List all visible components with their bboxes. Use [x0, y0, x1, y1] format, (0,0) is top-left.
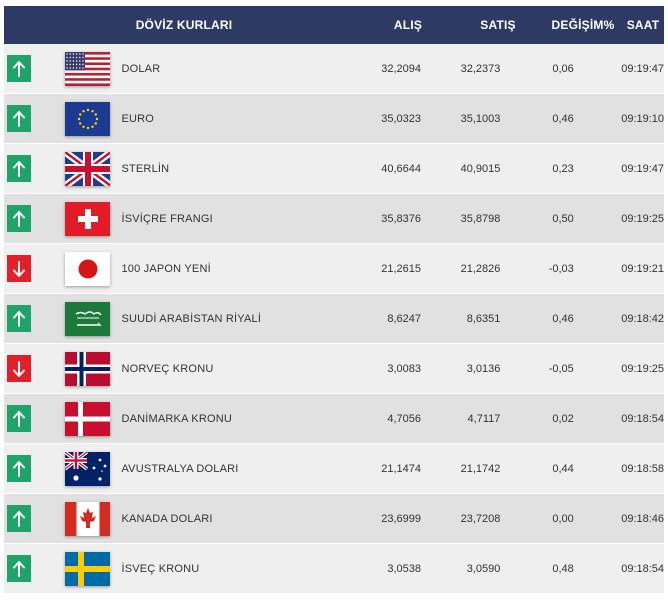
uk-flag-icon	[64, 151, 111, 186]
update-time: 09:18:54	[621, 562, 665, 575]
table-row[interactable]: 100 JAPON YENİ 21,2615 21,2826 -0,03 09:19:2…	[4, 244, 664, 294]
sell-rate: 35,8798	[460, 212, 501, 225]
buy-rate: 32,2094	[381, 62, 421, 75]
arrow-up-icon	[7, 305, 31, 332]
currency-name: SUUDİ ARABİSTAN RİYALİ	[121, 312, 262, 325]
buy-rate: 23,6999	[381, 512, 421, 525]
swiss-flag-icon	[64, 201, 111, 236]
buy-rate: 35,0323	[381, 112, 421, 125]
update-time: 09:19:25	[621, 362, 665, 375]
sweden-flag-icon	[64, 551, 111, 586]
saudi-flag-icon	[64, 301, 111, 336]
arrow-up-icon	[7, 105, 31, 132]
table-row[interactable]: SUUDİ ARABİSTAN RİYALİ 8,6247 8,6351 0,46 09…	[4, 294, 664, 344]
table-header: DÖVİZ KURLARI ALIŞ SATIŞ DEĞİŞİM% SAAT	[4, 6, 664, 44]
norway-flag-icon	[64, 351, 111, 386]
update-time: 09:19:47	[621, 162, 665, 175]
update-time: 09:19:10	[621, 112, 665, 125]
australia-flag-icon	[64, 451, 111, 486]
table-row[interactable]: DOLAR 32,2094 32,2373 0,06 09:19:47	[4, 44, 664, 94]
buy-rate: 35,8376	[381, 212, 421, 225]
update-time: 09:18:58	[621, 462, 665, 475]
arrow-up-icon	[7, 405, 31, 432]
sell-rate: 3,0136	[466, 362, 501, 375]
currency-name: DOLAR	[121, 62, 161, 75]
header-sell[interactable]: SATIŞ	[480, 18, 516, 32]
arrow-up-icon	[7, 555, 31, 582]
buy-rate: 3,0083	[387, 362, 421, 375]
update-time: 09:18:42	[621, 312, 665, 325]
change-percent: 0,50	[552, 212, 574, 225]
header-time[interactable]: SAAT	[626, 18, 660, 32]
buy-rate: 8,6247	[387, 312, 421, 325]
table-row[interactable]: DANİMARKA KRONU 4,7056 4,7117 0,02 09:18:54	[4, 394, 664, 444]
update-time: 09:18:54	[621, 412, 665, 425]
currency-name: 100 JAPON YENİ	[121, 262, 211, 275]
buy-rate: 21,1474	[381, 462, 421, 475]
table-row[interactable]: STERLİN 40,6644 40,9015 0,23 09:19:47	[4, 144, 664, 194]
buy-rate: 21,2615	[381, 262, 421, 275]
table-row[interactable]: NORVEÇ KRONU 3,0083 3,0136 -0,05 09:19:25	[4, 344, 664, 394]
arrow-up-icon	[7, 205, 31, 232]
change-percent: -0,03	[548, 262, 574, 275]
sell-rate: 35,1003	[460, 112, 501, 125]
canada-flag-icon	[64, 501, 111, 536]
currency-name: DANİMARKA KRONU	[121, 412, 233, 425]
eu-flag-icon	[64, 101, 111, 136]
arrow-down-icon	[7, 255, 31, 282]
currency-name: AVUSTRALYA DOLARI	[121, 462, 239, 475]
header-buy[interactable]: ALIŞ	[393, 18, 423, 32]
table-row[interactable]: İSVİÇRE FRANGI 35,8376 35,8798 0,50 09:19:25	[4, 194, 664, 244]
sell-rate: 21,1742	[460, 462, 501, 475]
arrow-down-icon	[7, 355, 31, 382]
currency-name: STERLİN	[121, 162, 170, 175]
denmark-flag-icon	[64, 401, 111, 436]
change-percent: 0,44	[552, 462, 574, 475]
change-percent: 0,02	[552, 412, 574, 425]
change-percent: 0,23	[552, 162, 574, 175]
update-time: 09:19:21	[621, 262, 665, 275]
sell-rate: 3,0590	[466, 562, 501, 575]
change-percent: 0,46	[552, 112, 574, 125]
us-flag-icon	[64, 51, 111, 86]
buy-rate: 40,6644	[381, 162, 421, 175]
update-time: 09:18:46	[621, 512, 665, 525]
table-body: DOLAR 32,2094 32,2373 0,06 09:19:47 EURO 35,03…	[4, 44, 664, 594]
change-percent: 0,46	[552, 312, 574, 325]
sell-rate: 23,7208	[460, 512, 501, 525]
table-row[interactable]: İSVEÇ KRONU 3,0538 3,0590 0,48 09:18:54	[4, 544, 664, 594]
header-change[interactable]: DEĞİŞİM%	[551, 18, 615, 32]
change-percent: 0,48	[552, 562, 574, 575]
sell-rate: 32,2373	[460, 62, 501, 75]
table-row[interactable]: EURO 35,0323 35,1003 0,46 09:19:10	[4, 94, 664, 144]
update-time: 09:19:25	[621, 212, 665, 225]
change-percent: -0,05	[548, 362, 574, 375]
arrow-up-icon	[7, 505, 31, 532]
buy-rate: 3,0538	[387, 562, 421, 575]
arrow-up-icon	[7, 155, 31, 182]
arrow-up-icon	[7, 55, 31, 82]
sell-rate: 40,9015	[460, 162, 501, 175]
change-percent: 0,00	[552, 512, 574, 525]
header-title: DÖVİZ KURLARI	[135, 18, 233, 32]
arrow-up-icon	[7, 455, 31, 482]
currency-name: EURO	[121, 112, 155, 125]
table-row[interactable]: KANADA DOLARI 23,6999 23,7208 0,00 09:18:46	[4, 494, 664, 544]
currency-name: KANADA DOLARI	[121, 512, 213, 525]
sell-rate: 8,6351	[466, 312, 501, 325]
buy-rate: 4,7056	[387, 412, 421, 425]
japan-flag-icon	[64, 251, 111, 286]
sell-rate: 21,2826	[460, 262, 501, 275]
currency-name: NORVEÇ KRONU	[121, 362, 214, 375]
sell-rate: 4,7117	[467, 412, 501, 425]
table-row[interactable]: AVUSTRALYA DOLARI 21,1474 21,1742 0,44 09:18…	[4, 444, 664, 494]
change-percent: 0,06	[552, 62, 574, 75]
update-time: 09:19:47	[621, 62, 665, 75]
currency-name: İSVEÇ KRONU	[121, 562, 200, 575]
currency-name: İSVİÇRE FRANGI	[121, 212, 213, 225]
